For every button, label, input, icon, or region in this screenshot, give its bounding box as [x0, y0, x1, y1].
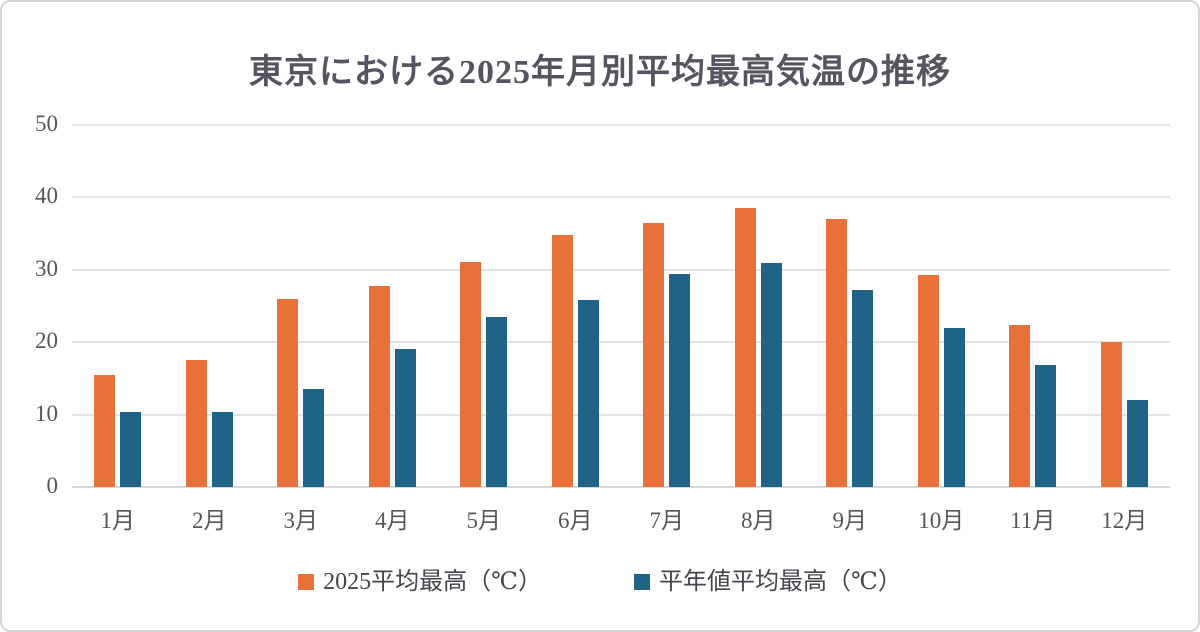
x-axis-label-11月: 11月	[1010, 508, 1056, 533]
x-axis-label-10月: 10月	[918, 508, 965, 533]
plot-area	[72, 124, 1170, 488]
bar-normal-7月	[669, 274, 691, 487]
bar-normal-12月	[1126, 400, 1148, 487]
bar-2025-4月	[368, 285, 390, 487]
bar-group-8月	[713, 125, 805, 487]
bar-normal-2月	[211, 412, 233, 487]
bar-2025-3月	[277, 299, 299, 487]
bar-group-2月	[164, 125, 256, 487]
bar-2025-7月	[643, 223, 665, 487]
x-axis-label-9月: 9月	[832, 508, 868, 533]
bar-normal-6月	[577, 300, 599, 487]
bar-group-1月	[72, 125, 164, 487]
x-axis-label-6月: 6月	[558, 508, 593, 533]
gridline-10	[72, 413, 1170, 416]
x-axis-label-4月: 4月	[375, 508, 410, 533]
y-tick-label-20: 20	[35, 328, 58, 354]
bar-group-7月	[621, 125, 713, 487]
x-axis-label-1月: 1月	[100, 508, 136, 533]
bar-normal-3月	[303, 389, 325, 487]
gridline-40	[72, 196, 1170, 199]
bar-2025-2月	[185, 360, 207, 487]
gridline-0	[72, 486, 1170, 488]
bar-group-3月	[255, 125, 347, 487]
y-tick-label-30: 30	[35, 255, 58, 281]
bar-group-9月	[804, 125, 896, 487]
y-tick-label-50: 50	[35, 111, 58, 136]
y-tick-label-10: 10	[35, 400, 58, 426]
bar-normal-8月	[760, 262, 782, 487]
bar-normal-11月	[1035, 365, 1057, 487]
chart-title: 東京における2025年月別平均最高気温の推移	[249, 54, 951, 91]
bar-2025-5月	[460, 261, 482, 487]
legend-label-normal: 平年値平均最高（℃）	[659, 569, 902, 595]
bar-2025-10月	[917, 274, 939, 487]
bar-normal-1月	[120, 411, 142, 487]
bar-group-10月	[896, 125, 988, 487]
bar-2025-11月	[1009, 324, 1031, 487]
bar-normal-9月	[852, 290, 874, 487]
gridline-50	[72, 124, 1170, 126]
x-axis-label-8月: 8月	[741, 508, 776, 533]
legend: 2025平均最高（℃） 平年値平均最高（℃）	[2, 568, 1198, 597]
x-axis-label-3月: 3月	[283, 508, 319, 533]
x-axis: 1月 2月 3月 4月 5月 6月 7月 8月 9月 10月 11月 12月	[72, 501, 1170, 535]
bar-2025-9月	[826, 219, 848, 487]
legend-item-normal: 平年値平均最高（℃）	[634, 568, 902, 597]
bar-group-11月	[987, 125, 1079, 487]
legend-label-2025: 2025平均最高（℃）	[323, 569, 542, 595]
bar-group-12月	[1079, 125, 1171, 487]
x-axis-label-7月: 7月	[649, 508, 685, 533]
bars-layer	[72, 125, 1170, 487]
legend-item-2025: 2025平均最高（℃）	[298, 568, 542, 597]
y-tick-label-40: 40	[35, 183, 58, 209]
bar-group-6月	[530, 125, 622, 487]
x-axis-label-2月: 2月	[192, 508, 227, 533]
bar-2025-6月	[551, 235, 573, 487]
bar-normal-5月	[486, 316, 508, 487]
x-axis-label-5月: 5月	[466, 508, 502, 533]
bar-2025-8月	[734, 208, 756, 487]
bar-group-5月	[438, 125, 530, 487]
bar-2025-1月	[94, 374, 116, 487]
x-axis-label-12月: 12月	[1101, 508, 1148, 533]
legend-swatch-2025	[298, 574, 315, 591]
legend-swatch-normal	[634, 574, 650, 591]
bar-2025-12月	[1100, 342, 1122, 487]
gridline-20	[72, 341, 1170, 344]
bar-normal-10月	[943, 327, 965, 487]
y-tick-label-0: 0	[46, 473, 59, 498]
gridline-30	[72, 268, 1170, 271]
bar-normal-4月	[394, 349, 416, 487]
bar-group-4月	[347, 125, 439, 487]
